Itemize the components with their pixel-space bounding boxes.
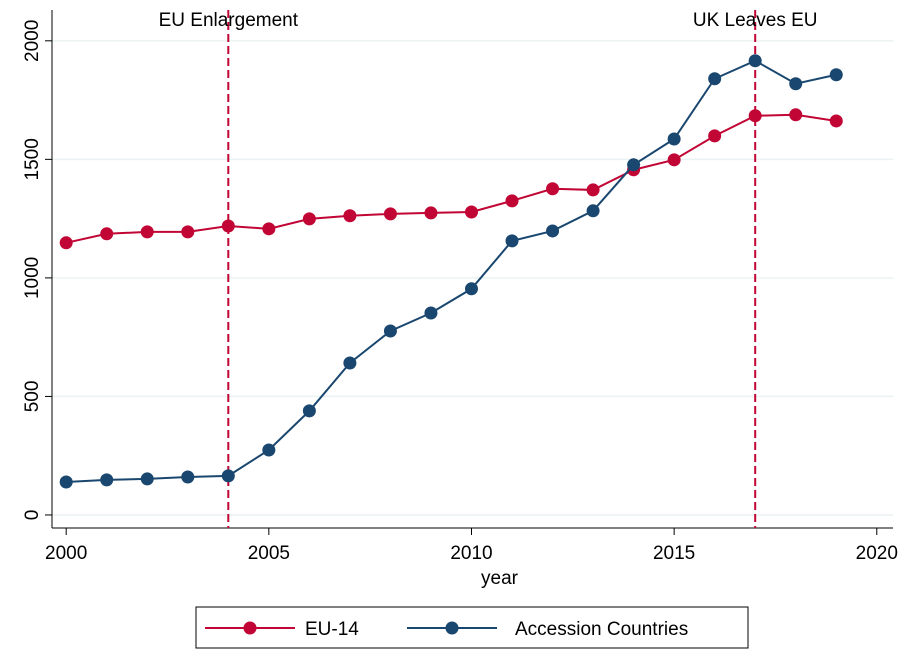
data-point <box>383 324 397 338</box>
data-point <box>789 77 803 91</box>
data-point <box>546 182 560 196</box>
data-point <box>667 132 681 146</box>
data-point <box>708 129 722 143</box>
series-line <box>66 59 837 484</box>
data-point <box>424 306 438 320</box>
data-point <box>829 114 843 128</box>
data-point <box>586 204 600 218</box>
legend-marker <box>243 621 257 635</box>
data-point <box>140 472 154 486</box>
data-point <box>302 212 316 226</box>
data-point <box>424 206 438 220</box>
data-point <box>505 194 519 208</box>
legend-label: Accession Countries <box>515 619 688 640</box>
y-tick-label: 500 <box>22 381 43 413</box>
legend-marker <box>445 621 459 635</box>
y-tick-label: 0 <box>22 510 43 521</box>
legend-label: EU-14 <box>305 619 359 640</box>
data-point <box>181 225 195 239</box>
data-point <box>546 224 560 238</box>
annotation-label: EU Enlargement <box>159 10 299 31</box>
data-point <box>221 469 235 483</box>
data-point <box>586 183 600 197</box>
data-point <box>302 404 316 418</box>
data-point <box>748 109 762 123</box>
data-point <box>100 473 114 487</box>
y-tick-label: 1000 <box>22 257 43 299</box>
data-point <box>343 209 357 223</box>
x-tick-label: 2005 <box>248 543 290 564</box>
y-tick-label: 2000 <box>22 20 43 62</box>
data-point <box>221 219 235 233</box>
data-point <box>505 234 519 248</box>
x-tick-label: 2010 <box>450 543 492 564</box>
data-point <box>464 282 478 296</box>
y-tick-label: 1500 <box>22 138 43 180</box>
data-point <box>343 356 357 370</box>
data-point <box>748 54 762 68</box>
data-point <box>59 236 73 250</box>
data-point <box>140 225 154 239</box>
x-tick-label: 2020 <box>856 543 898 564</box>
x-tick-label: 2000 <box>45 543 87 564</box>
data-point <box>100 227 114 241</box>
data-point <box>262 222 276 236</box>
data-point <box>667 153 681 167</box>
data-point <box>708 72 722 86</box>
data-point <box>627 158 641 172</box>
data-point <box>181 470 195 484</box>
data-point <box>829 68 843 82</box>
data-point <box>383 207 397 221</box>
x-axis-label: year <box>481 568 519 589</box>
data-point <box>464 205 478 219</box>
data-point <box>789 108 803 122</box>
x-tick-label: 2015 <box>653 543 695 564</box>
data-point <box>262 443 276 457</box>
series-line <box>65 113 837 244</box>
data-point <box>59 475 73 489</box>
annotation-label: UK Leaves EU <box>693 10 818 31</box>
